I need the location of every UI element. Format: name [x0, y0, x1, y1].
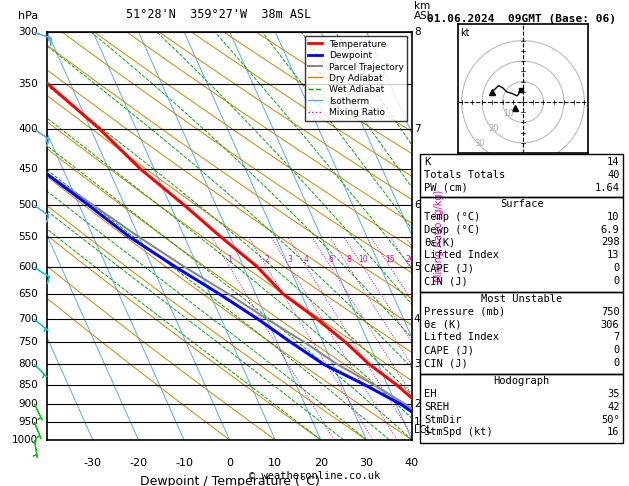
- Text: 450: 450: [18, 164, 38, 174]
- Text: 298: 298: [601, 237, 620, 247]
- Text: CAPE (J): CAPE (J): [424, 263, 474, 273]
- Text: LCL: LCL: [414, 424, 431, 434]
- Text: 950: 950: [18, 417, 38, 428]
- Text: -20: -20: [130, 458, 147, 468]
- Text: 51°28'N  359°27'W  38m ASL: 51°28'N 359°27'W 38m ASL: [126, 8, 311, 21]
- Text: 5: 5: [414, 261, 420, 272]
- Text: 10: 10: [359, 255, 368, 264]
- Text: 2: 2: [414, 399, 420, 409]
- Legend: Temperature, Dewpoint, Parcel Trajectory, Dry Adiabat, Wet Adiabat, Isotherm, Mi: Temperature, Dewpoint, Parcel Trajectory…: [304, 36, 408, 121]
- Text: 30: 30: [359, 458, 374, 468]
- Text: 3: 3: [414, 359, 420, 369]
- Text: Hodograph: Hodograph: [494, 376, 550, 386]
- Text: 10: 10: [268, 458, 282, 468]
- Text: 50°: 50°: [601, 415, 620, 425]
- Text: Dewpoint / Temperature (°C): Dewpoint / Temperature (°C): [140, 474, 320, 486]
- Text: 600: 600: [18, 261, 38, 272]
- Text: 900: 900: [18, 399, 38, 409]
- Text: 700: 700: [18, 314, 38, 324]
- Text: -30: -30: [84, 458, 102, 468]
- Text: 20: 20: [489, 124, 499, 133]
- Text: 6: 6: [414, 200, 420, 210]
- Text: © weatheronline.co.uk: © weatheronline.co.uk: [249, 471, 380, 481]
- Text: kt: kt: [460, 28, 469, 38]
- Text: 13: 13: [607, 250, 620, 260]
- Text: 3: 3: [287, 255, 292, 264]
- Text: SREH: SREH: [424, 401, 449, 412]
- Text: 0: 0: [613, 276, 620, 286]
- Text: Totals Totals: Totals Totals: [424, 170, 505, 180]
- Text: 350: 350: [18, 79, 38, 89]
- Text: Lifted Index: Lifted Index: [424, 250, 499, 260]
- Text: Dewp (°C): Dewp (°C): [424, 225, 480, 235]
- Text: Temp (°C): Temp (°C): [424, 212, 480, 222]
- Text: StmSpd (kt): StmSpd (kt): [424, 428, 493, 437]
- Text: 0: 0: [613, 358, 620, 368]
- Text: 0: 0: [613, 346, 620, 355]
- Text: K: K: [424, 157, 430, 167]
- Text: Pressure (mb): Pressure (mb): [424, 307, 505, 317]
- Text: 1: 1: [414, 417, 420, 428]
- Text: 0: 0: [226, 458, 233, 468]
- Text: Surface: Surface: [500, 199, 543, 209]
- Text: Mixing Ratio (g/kg): Mixing Ratio (g/kg): [434, 190, 444, 282]
- Text: 20: 20: [314, 458, 328, 468]
- Text: 850: 850: [18, 380, 38, 390]
- Text: 8: 8: [414, 27, 420, 36]
- Text: 800: 800: [18, 359, 38, 369]
- Text: 40: 40: [607, 170, 620, 180]
- Text: 30: 30: [474, 139, 485, 148]
- Text: hPa: hPa: [18, 11, 38, 21]
- Text: 7: 7: [613, 332, 620, 343]
- Text: 40: 40: [405, 458, 419, 468]
- Text: CIN (J): CIN (J): [424, 358, 468, 368]
- Text: 14: 14: [607, 157, 620, 167]
- Text: 6.9: 6.9: [601, 225, 620, 235]
- Text: 750: 750: [601, 307, 620, 317]
- Text: 01.06.2024  09GMT (Base: 06): 01.06.2024 09GMT (Base: 06): [427, 14, 616, 24]
- Text: 500: 500: [18, 200, 38, 210]
- Text: 8: 8: [347, 255, 352, 264]
- Text: 4: 4: [304, 255, 309, 264]
- Text: PW (cm): PW (cm): [424, 183, 468, 193]
- Text: 300: 300: [18, 27, 38, 36]
- Text: 7: 7: [414, 124, 420, 134]
- Text: 750: 750: [18, 337, 38, 347]
- Text: 550: 550: [18, 232, 38, 242]
- Text: StmDir: StmDir: [424, 415, 462, 425]
- Text: 1000: 1000: [12, 435, 38, 445]
- Text: Lifted Index: Lifted Index: [424, 332, 499, 343]
- Text: 650: 650: [18, 289, 38, 299]
- Text: 10: 10: [607, 212, 620, 222]
- Text: 4: 4: [414, 314, 420, 324]
- Text: 15: 15: [386, 255, 395, 264]
- Text: -10: -10: [175, 458, 193, 468]
- Text: km
ASL: km ASL: [414, 0, 433, 21]
- Text: 20: 20: [405, 255, 415, 264]
- Text: θε(K): θε(K): [424, 237, 455, 247]
- Text: EH: EH: [424, 389, 437, 399]
- Text: 0: 0: [613, 263, 620, 273]
- Text: 42: 42: [607, 401, 620, 412]
- Text: 16: 16: [607, 428, 620, 437]
- Text: Most Unstable: Most Unstable: [481, 294, 562, 304]
- Text: CAPE (J): CAPE (J): [424, 346, 474, 355]
- Text: 35: 35: [607, 389, 620, 399]
- Text: θε (K): θε (K): [424, 320, 462, 330]
- Text: 306: 306: [601, 320, 620, 330]
- Text: 2: 2: [264, 255, 269, 264]
- Text: 6: 6: [328, 255, 333, 264]
- Text: CIN (J): CIN (J): [424, 276, 468, 286]
- Text: 10: 10: [503, 109, 514, 119]
- Text: 1.64: 1.64: [594, 183, 620, 193]
- Text: 1: 1: [228, 255, 232, 264]
- Text: 400: 400: [18, 124, 38, 134]
